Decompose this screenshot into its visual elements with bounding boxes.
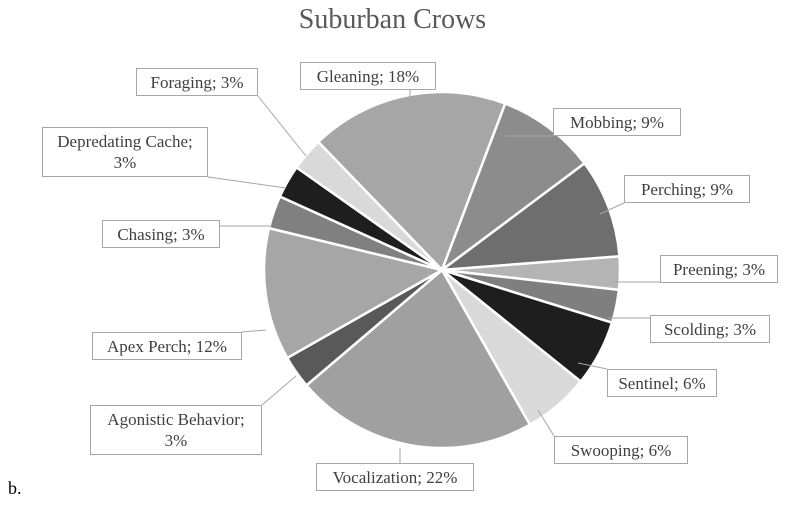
leader-line <box>577 362 608 370</box>
leader-line <box>537 409 555 437</box>
data-label: Swooping; 6% <box>554 436 688 464</box>
pie-slice <box>437 161 621 272</box>
data-label: Scolding; 3% <box>650 315 770 343</box>
data-label: Mobbing; 9% <box>553 108 681 136</box>
data-label: Apex Perch; 12% <box>92 332 242 360</box>
data-label: Agonistic Behavior; 3% <box>90 405 262 455</box>
data-label: Depredating Cache; 3% <box>42 127 208 177</box>
data-label: Gleaning; 18% <box>300 62 436 90</box>
leader-line <box>207 176 287 189</box>
leader-line <box>599 202 625 215</box>
data-label: Vocalization; 22% <box>316 463 474 491</box>
data-label: Perching; 9% <box>624 175 750 203</box>
leader-line <box>257 95 307 157</box>
leader-line <box>261 375 297 406</box>
data-label: Foraging; 3% <box>136 68 258 96</box>
pie-slice <box>294 140 443 272</box>
leader-line <box>241 329 267 333</box>
pie-slice <box>304 268 532 450</box>
chart-title: Suburban Crows <box>298 4 487 35</box>
pie-slice <box>439 101 587 274</box>
data-label: Chasing; 3% <box>102 220 220 248</box>
panel-label: b. <box>8 478 22 498</box>
data-label: Sentinel; 6% <box>607 369 717 397</box>
pie-slice <box>262 226 446 360</box>
data-label: Preening; 3% <box>660 255 778 283</box>
